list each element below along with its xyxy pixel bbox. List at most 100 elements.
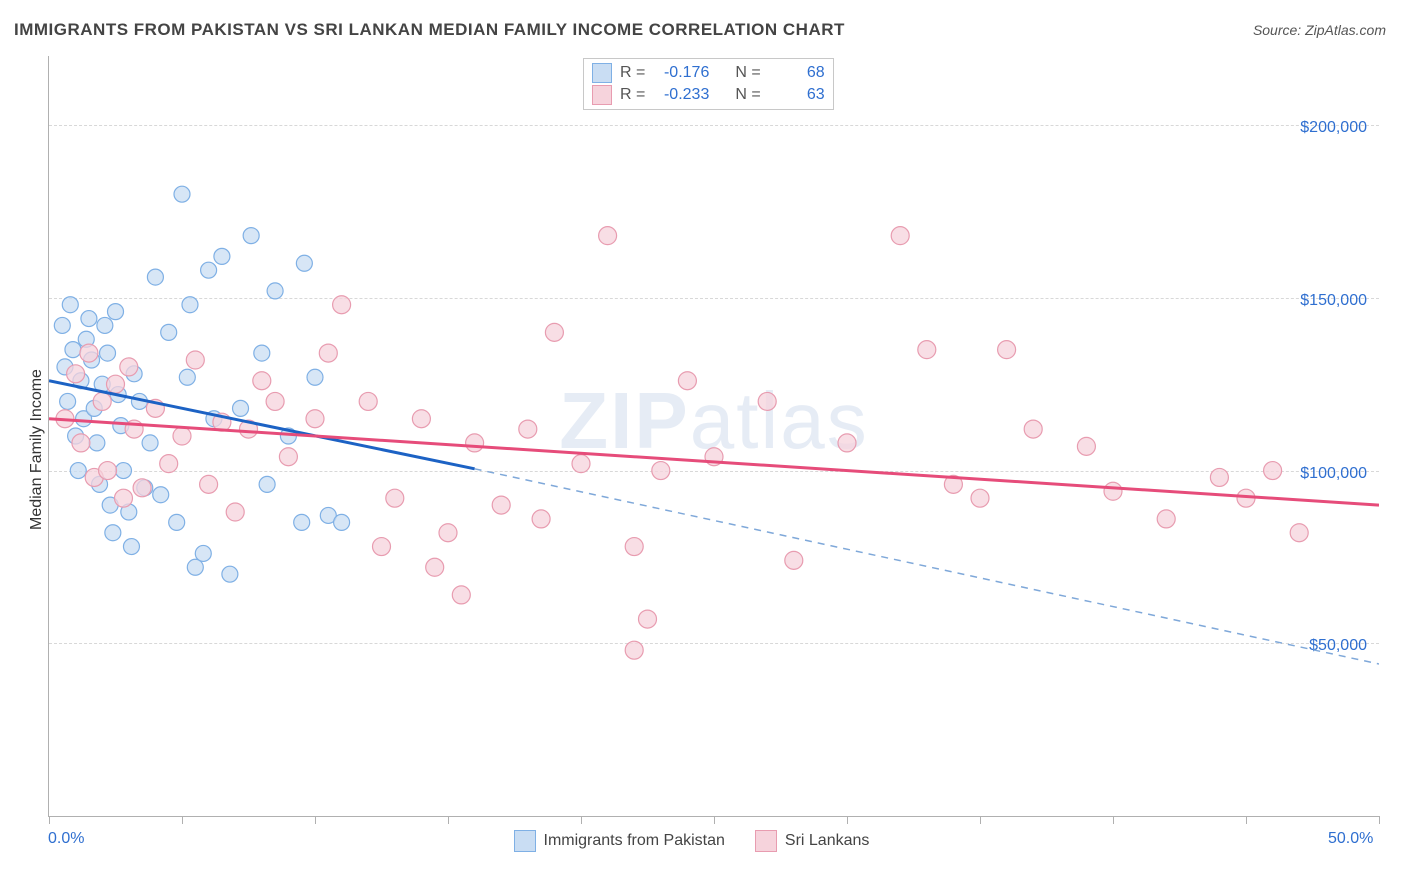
x-tick [581,816,582,824]
scatter-point-pakistan [105,525,121,541]
series-legend-item-srilankan: Sri Lankans [755,830,870,852]
scatter-point-srilankan [99,462,117,480]
scatter-point-pakistan [81,311,97,327]
scatter-point-srilankan [1264,462,1282,480]
scatter-point-pakistan [222,566,238,582]
scatter-point-pakistan [174,186,190,202]
scatter-point-srilankan [386,489,404,507]
scatter-point-srilankan [998,341,1016,359]
series-legend: Immigrants from Pakistan Sri Lankans [514,830,870,852]
scatter-point-srilankan [971,489,989,507]
series-label: Sri Lankans [785,832,870,850]
scatter-point-pakistan [142,435,158,451]
scatter-point-pakistan [65,342,81,358]
scatter-point-srilankan [120,358,138,376]
scatter-point-srilankan [1104,482,1122,500]
swatch-icon [592,63,612,83]
x-tick [315,816,316,824]
x-tick [980,816,981,824]
r-value: -0.176 [653,64,709,82]
n-label: N = [735,86,760,104]
scatter-point-srilankan [173,427,191,445]
x-axis-max-label: 50.0% [1328,830,1373,848]
x-tick [1113,816,1114,824]
r-label: R = [620,86,645,104]
correlation-legend: R = -0.176 N = 68 R = -0.233 N = 63 [583,58,834,110]
scatter-point-pakistan [182,297,198,313]
source-prefix: Source: [1253,22,1305,38]
scatter-point-srilankan [639,610,657,628]
scatter-point-srilankan [133,479,151,497]
x-tick [49,816,50,824]
x-tick [1379,816,1380,824]
scatter-point-srilankan [625,641,643,659]
scatter-point-pakistan [307,369,323,385]
n-value: 68 [769,64,825,82]
scatter-point-pakistan [62,297,78,313]
plot-svg [49,56,1379,816]
scatter-point-pakistan [97,317,113,333]
scatter-point-pakistan [123,539,139,555]
scatter-point-srilankan [80,344,98,362]
scatter-point-pakistan [195,545,211,561]
scatter-point-srilankan [838,434,856,452]
scatter-point-srilankan [253,372,271,390]
scatter-point-pakistan [267,283,283,299]
swatch-icon [592,85,612,105]
x-tick [182,816,183,824]
scatter-point-srilankan [519,420,537,438]
scatter-point-pakistan [153,487,169,503]
x-axis-min-label: 0.0% [48,830,84,848]
n-value: 63 [769,86,825,104]
scatter-point-srilankan [67,365,85,383]
y-axis-label: Median Family Income [28,369,46,530]
scatter-point-pakistan [169,514,185,530]
scatter-point-srilankan [200,475,218,493]
scatter-point-srilankan [72,434,90,452]
scatter-point-pakistan [201,262,217,278]
scatter-point-srilankan [625,538,643,556]
scatter-point-srilankan [306,410,324,428]
scatter-point-srilankan [1024,420,1042,438]
scatter-point-srilankan [107,375,125,393]
scatter-point-pakistan [147,269,163,285]
scatter-point-pakistan [296,255,312,271]
scatter-point-pakistan [254,345,270,361]
scatter-point-srilankan [426,558,444,576]
scatter-point-srilankan [678,372,696,390]
scatter-point-srilankan [266,392,284,410]
scatter-point-pakistan [54,317,70,333]
scatter-point-srilankan [186,351,204,369]
scatter-point-srilankan [333,296,351,314]
x-tick [847,816,848,824]
scatter-point-srilankan [160,455,178,473]
series-legend-item-pakistan: Immigrants from Pakistan [514,830,725,852]
x-tick [448,816,449,824]
scatter-point-pakistan [294,514,310,530]
source-label: Source: ZipAtlas.com [1253,22,1386,38]
scatter-point-pakistan [161,324,177,340]
swatch-icon [514,830,536,852]
scatter-point-srilankan [279,448,297,466]
scatter-point-srilankan [226,503,244,521]
scatter-point-pakistan [243,228,259,244]
scatter-point-srilankan [412,410,430,428]
scatter-point-pakistan [334,514,350,530]
scatter-point-pakistan [60,393,76,409]
plot-area: ZIPatlas $50,000$100,000$150,000$200,000 [48,56,1379,817]
r-label: R = [620,64,645,82]
scatter-point-srilankan [891,227,909,245]
scatter-point-pakistan [89,435,105,451]
scatter-point-srilankan [758,392,776,410]
r-value: -0.233 [653,86,709,104]
chart-title: IMMIGRANTS FROM PAKISTAN VS SRI LANKAN M… [14,20,845,40]
scatter-point-srilankan [1157,510,1175,528]
scatter-point-pakistan [100,345,116,361]
scatter-point-srilankan [785,551,803,569]
series-label: Immigrants from Pakistan [544,832,725,850]
scatter-point-srilankan [599,227,617,245]
scatter-point-srilankan [572,455,590,473]
corr-legend-row-srilankan: R = -0.233 N = 63 [592,85,825,105]
scatter-point-pakistan [233,400,249,416]
scatter-point-srilankan [439,524,457,542]
